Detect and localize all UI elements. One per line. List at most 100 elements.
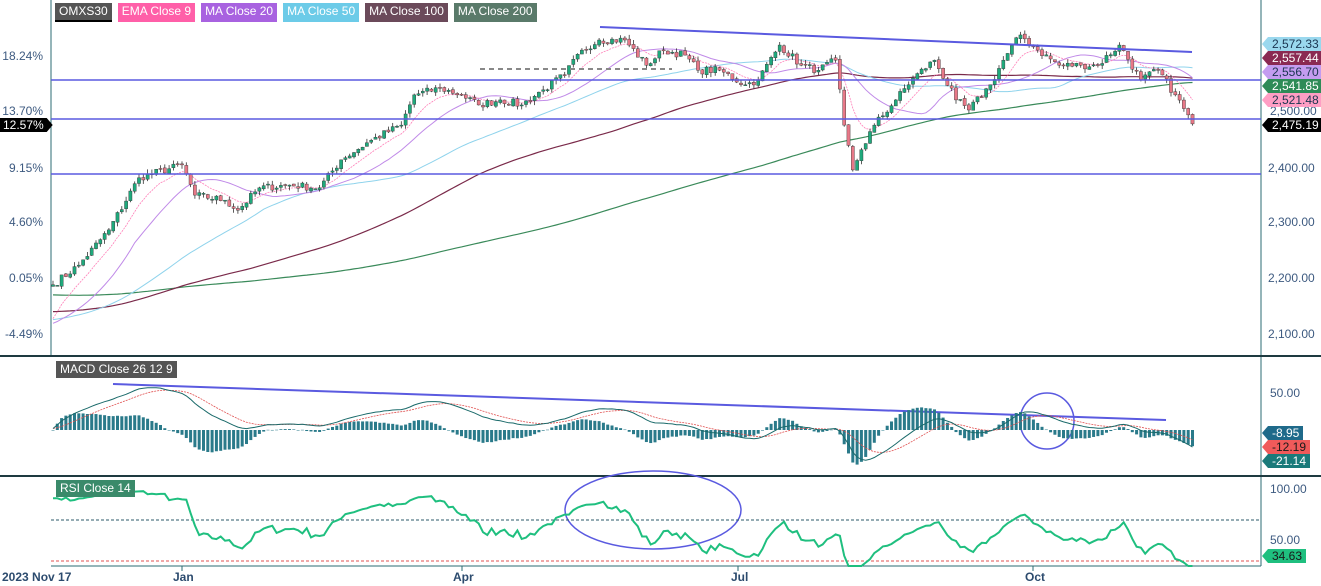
candle-body [1048, 55, 1053, 60]
candle [502, 99, 507, 108]
candle-body [872, 124, 877, 133]
legend-ma200[interactable]: MA Close 200 [453, 3, 537, 22]
candle [713, 64, 717, 76]
candle-body [1070, 63, 1074, 67]
candle-body [605, 42, 610, 45]
candle-body [726, 71, 730, 74]
candle-body [507, 103, 511, 106]
legend-ma20[interactable]: MA Close 20 [201, 3, 278, 22]
macd-histogram-bar [782, 418, 786, 430]
candle-body [941, 68, 945, 79]
candle [726, 71, 730, 76]
candle [55, 285, 60, 287]
trend-line[interactable] [599, 26, 1193, 53]
rsi-line [53, 490, 1193, 567]
macd-histogram-bar [1079, 430, 1083, 439]
candle-body [292, 183, 296, 187]
candle [636, 46, 640, 58]
candle [567, 65, 571, 78]
macd-histogram-bar [1096, 430, 1100, 437]
macd-histogram-bar [167, 430, 171, 431]
candle [1057, 60, 1061, 69]
drawings[interactable] [51, 26, 1261, 550]
macd-histogram-bar [907, 410, 911, 430]
candle-body [618, 37, 623, 43]
candle-body [640, 56, 644, 59]
macd-histogram-bar [365, 421, 369, 430]
candle [588, 45, 593, 54]
candle [954, 84, 958, 104]
candle [623, 36, 627, 43]
candle-body [597, 39, 601, 46]
legend-ma100[interactable]: MA Close 100 [365, 3, 448, 22]
legend-ma50[interactable]: MA Close 50 [283, 3, 360, 22]
candle [283, 183, 288, 189]
candle [1074, 62, 1079, 68]
macd-histogram-bar [558, 424, 562, 430]
macd-histogram-bar [292, 429, 296, 430]
candle-body [863, 143, 868, 150]
candle [1078, 62, 1083, 68]
candle [704, 65, 709, 78]
candle [709, 65, 713, 78]
candle-body [838, 59, 842, 90]
macd-histogram-bar [743, 430, 747, 438]
candle [519, 102, 524, 110]
macd-histogram-bar [687, 430, 691, 436]
candle-body [1177, 94, 1182, 101]
candle-body [416, 93, 421, 96]
rsi-ellipse-annotation[interactable] [564, 470, 742, 550]
macd-histogram-bar [356, 421, 360, 430]
candle-body [339, 159, 343, 169]
candle [1053, 59, 1057, 63]
candle-body [378, 135, 382, 139]
legend-omxs30[interactable]: OMXS30 [55, 3, 112, 22]
percent-tick: -4.49% [4, 327, 43, 341]
candle [261, 182, 266, 191]
rsi-title[interactable]: RSI Close 14 [56, 480, 135, 497]
macd-histogram-bar [1135, 430, 1139, 435]
candle [322, 177, 326, 190]
candle-body [610, 38, 614, 44]
candle [408, 101, 412, 118]
candle-body [550, 80, 554, 90]
legend-ema9[interactable]: EMA Close 9 [117, 3, 196, 22]
candle-body [459, 94, 464, 96]
macd-trend-line[interactable] [112, 383, 1167, 421]
candle [717, 66, 722, 72]
candle [524, 100, 528, 108]
macd-histogram-bar [266, 429, 270, 431]
ma200-line [52, 81, 1193, 296]
candle-body [300, 182, 305, 188]
macd-histogram-bar [872, 430, 876, 443]
macd-title[interactable]: MACD Close 26 12 9 [56, 361, 177, 378]
candle [343, 155, 348, 162]
candle-body [760, 70, 765, 82]
candle-body [476, 100, 481, 106]
candle-body [218, 195, 223, 201]
candle [1044, 51, 1049, 57]
candle [193, 181, 197, 199]
candle [223, 199, 227, 205]
candle [889, 103, 894, 114]
candle [872, 123, 877, 133]
macd-histogram-bar [240, 430, 244, 447]
macd-histogram-bar [404, 424, 408, 430]
macd-histogram-bar [339, 423, 343, 430]
candle [1048, 52, 1053, 64]
macd-histogram-bar [1083, 430, 1087, 439]
candle [270, 180, 275, 193]
candle [597, 37, 601, 48]
macd-histogram-bar [434, 423, 438, 430]
macd-histogram-bar [1100, 430, 1104, 436]
candle-body [180, 163, 184, 166]
candle [360, 146, 365, 151]
macd-histogram-bar [137, 415, 141, 430]
candle [248, 190, 253, 205]
candle-body [347, 155, 352, 159]
macd-histogram-bar [1148, 430, 1151, 438]
macd-histogram-bar [915, 407, 919, 430]
candle-body [919, 68, 924, 75]
macd-histogram-bar [425, 420, 429, 430]
